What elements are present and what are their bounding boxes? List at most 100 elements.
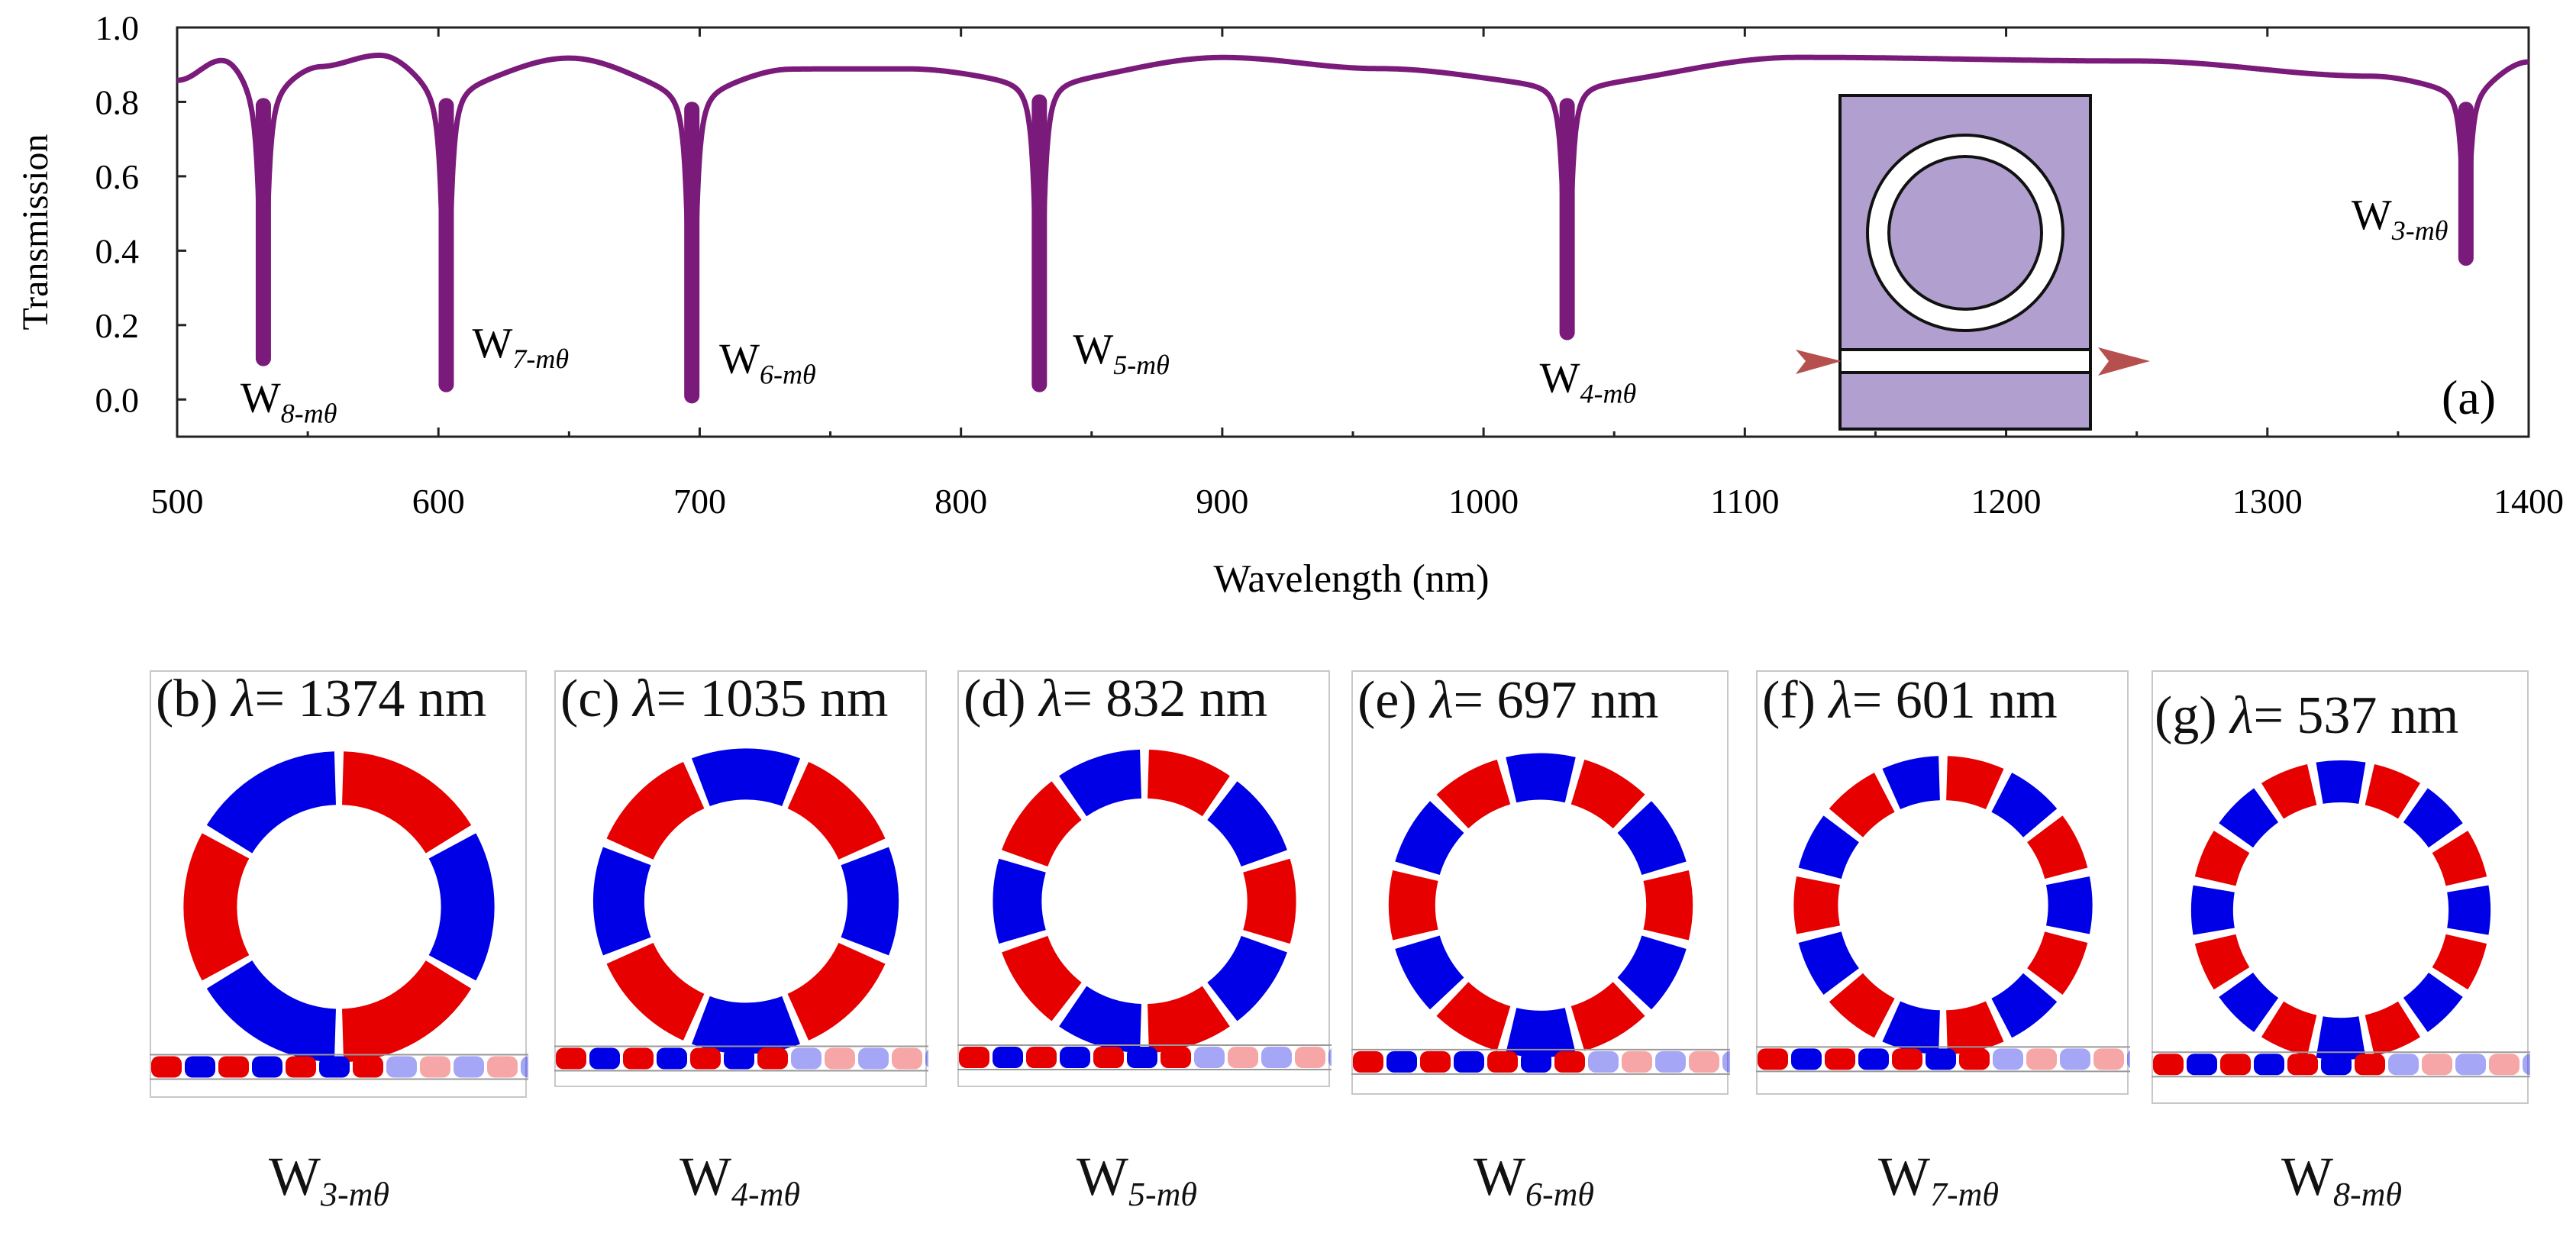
ring-field-segment xyxy=(2027,931,2088,996)
waveguide-field-segment xyxy=(1689,1050,1719,1073)
panel-title-e: (e) λ= 697 nm xyxy=(1357,670,1658,731)
panel-title-g: (g) λ= 537 nm xyxy=(2155,686,2458,747)
transmission-line xyxy=(175,52,2531,399)
waveguide-field-segment xyxy=(791,1047,822,1070)
mode-letter: W xyxy=(680,1146,731,1207)
mode-label-f: W7-mθ xyxy=(1878,1145,1999,1213)
waveguide-field-segment xyxy=(1892,1048,1922,1070)
mode-subscript: 7-mθ xyxy=(1929,1176,2000,1213)
field-ring-f xyxy=(1756,756,2130,1073)
waveguide-field-segment xyxy=(2355,1054,2385,1076)
ring-field-segment xyxy=(692,996,800,1054)
waveguide-field-segment xyxy=(286,1056,316,1078)
x-tick-label: 900 xyxy=(1196,482,1248,521)
mode-panel-c: (c) λ= 1035 nm xyxy=(554,670,928,1089)
ring-field-segment xyxy=(206,960,336,1063)
y-axis-label: Transmission xyxy=(15,134,56,331)
waveguide-field-segment xyxy=(2093,1048,2124,1070)
ring-field-segment xyxy=(1829,773,1895,837)
field-ring-c xyxy=(554,748,928,1072)
field-ring-d xyxy=(957,749,1332,1071)
ring-field-segment xyxy=(2447,885,2491,935)
ring-field-segment xyxy=(1436,760,1511,829)
waveguide-field-segment xyxy=(1722,1050,1730,1073)
waveguide-field-segment xyxy=(1261,1047,1292,1069)
waveguide-field-segment xyxy=(1791,1048,1822,1070)
panel-prefix: (d) xyxy=(964,670,1040,728)
waveguide-field-segment xyxy=(2220,1054,2251,1076)
y-tick-label: 0.0 xyxy=(95,380,140,419)
panel-frame xyxy=(957,670,1330,1087)
mode-subscript: 3-mθ xyxy=(320,1176,390,1213)
waveguide-field-segment xyxy=(1993,1048,2023,1070)
waveguide-field-segment xyxy=(959,1047,989,1069)
waveguide-field-segment xyxy=(2153,1054,2184,1076)
ring-field-segment xyxy=(2403,788,2463,848)
x-axis-label: Wavelength (nm) xyxy=(1213,557,1489,601)
wavelength-value: = 537 nm xyxy=(2253,686,2459,745)
wavelength-value: = 1035 nm xyxy=(656,670,889,728)
ring-field-segment xyxy=(1882,756,1940,810)
waveguide-field-segment xyxy=(386,1056,417,1078)
ring-field-segment xyxy=(1798,931,1859,996)
waveguide-field-segment xyxy=(2422,1054,2452,1076)
mode-panel-e: (e) λ= 697 nm xyxy=(1351,670,1730,1096)
output-arrow-icon xyxy=(2098,347,2150,376)
ring-field-segment xyxy=(1793,876,1840,934)
field-ring-g xyxy=(2152,760,2530,1078)
waveguide-field-segment xyxy=(487,1056,518,1078)
waveguide-field-segment xyxy=(657,1047,687,1070)
waveguide-field-segment xyxy=(185,1056,215,1078)
ring-field-segment xyxy=(692,748,800,806)
ring-field-segment xyxy=(993,858,1046,944)
field-ring-b xyxy=(150,751,528,1080)
waveguide-field-segment xyxy=(1926,1048,1956,1070)
panel-title-d: (d) λ= 832 nm xyxy=(964,669,1267,730)
mode-letter: W xyxy=(2281,1146,2333,1207)
mode-letter: W xyxy=(1878,1146,1930,1207)
ring-field-segment xyxy=(1506,1008,1576,1057)
dip-label: W8-mθ xyxy=(240,375,337,429)
ring-field-segment xyxy=(1829,973,1895,1038)
waveguide-field-segment xyxy=(252,1056,282,1078)
ring-field-segment xyxy=(2432,831,2487,886)
ring-field-segment xyxy=(2219,788,2279,848)
waveguide-field-segment xyxy=(353,1056,383,1078)
waveguide-field-segment xyxy=(2455,1054,2486,1076)
wavelength-value: = 601 nm xyxy=(1851,671,2058,730)
field-ring-e xyxy=(1351,753,1730,1075)
lambda-symbol: λ xyxy=(231,670,255,728)
panel-title-b: (b) λ= 1374 nm xyxy=(156,669,486,730)
plot-frame xyxy=(176,26,2530,438)
waveguide-field-segment xyxy=(1194,1047,1225,1069)
x-tick-label: 1400 xyxy=(2494,482,2564,521)
y-tick-label: 0.6 xyxy=(95,157,140,196)
ring-field-segment xyxy=(1991,773,2058,837)
ring-field-segment xyxy=(2365,1001,2421,1057)
ring-field-segment xyxy=(1395,801,1464,876)
curve-layer xyxy=(175,52,2531,404)
mode-panel-f: (f) λ= 601 nm xyxy=(1756,670,2130,1096)
ring-field-segment xyxy=(1570,982,1645,1051)
ring-resonator-inset xyxy=(1796,94,2150,431)
x-tick-label: 700 xyxy=(673,482,726,521)
waveguide-field-segment xyxy=(556,1047,586,1070)
lambda-symbol: λ xyxy=(1430,671,1454,730)
waveguide-field-segment xyxy=(2523,1054,2530,1076)
waveguide-field-segment xyxy=(1521,1050,1551,1073)
waveguide-field-segment xyxy=(1454,1050,1484,1073)
waveguide-field-segment xyxy=(825,1047,855,1070)
y-tick-label: 0.4 xyxy=(95,231,140,270)
waveguide-field-segment xyxy=(2254,1054,2284,1076)
waveguide-field-segment xyxy=(892,1047,922,1070)
waveguide-field-segment xyxy=(1655,1050,1686,1073)
ring-field-segment xyxy=(428,833,495,981)
panel-prefix: (c) xyxy=(560,670,634,728)
ring-field-segment xyxy=(1991,973,2058,1038)
mode-label-b: W3-mθ xyxy=(269,1145,389,1213)
ring-field-segment xyxy=(2365,763,2421,819)
waveguide-field-segment xyxy=(724,1047,754,1070)
ring-field-segment xyxy=(1207,781,1287,867)
waveguide-field-segment xyxy=(1622,1050,1652,1073)
mode-subscript: 6-mθ xyxy=(1525,1176,1595,1213)
